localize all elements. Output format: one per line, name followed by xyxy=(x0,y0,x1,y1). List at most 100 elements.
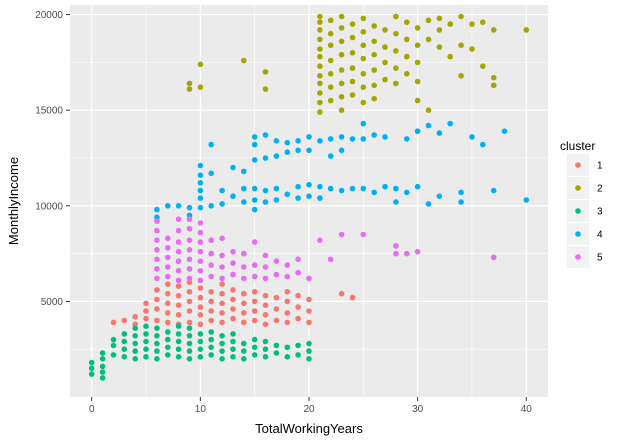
data-point-cluster-3 xyxy=(132,340,138,347)
data-point-cluster-1 xyxy=(197,285,204,291)
x-tick-label: 0 xyxy=(89,404,95,415)
legend-key-cluster-1 xyxy=(575,162,581,168)
data-point-cluster-5 xyxy=(208,250,214,257)
data-point-cluster-4 xyxy=(208,141,214,148)
data-point-cluster-1 xyxy=(295,315,301,322)
data-point-cluster-1 xyxy=(306,308,312,314)
data-point-cluster-2 xyxy=(382,44,388,50)
data-point-cluster-4 xyxy=(154,206,160,213)
data-point-cluster-1 xyxy=(197,312,204,318)
data-point-cluster-3 xyxy=(154,325,160,332)
data-point-cluster-3 xyxy=(197,346,204,353)
data-point-cluster-2 xyxy=(436,27,443,33)
data-point-cluster-4 xyxy=(262,132,269,138)
data-point-cluster-2 xyxy=(349,65,356,71)
data-point-cluster-4 xyxy=(219,187,225,194)
data-point-cluster-4 xyxy=(371,132,378,138)
data-point-cluster-5 xyxy=(154,247,160,253)
legend-label-cluster-1: 1 xyxy=(597,161,603,172)
data-point-cluster-1 xyxy=(175,302,182,309)
data-point-cluster-1 xyxy=(230,306,236,312)
data-point-cluster-4 xyxy=(393,185,399,192)
data-point-cluster-1 xyxy=(197,304,204,310)
data-point-cluster-4 xyxy=(414,128,421,134)
data-point-cluster-2 xyxy=(371,95,378,102)
data-point-cluster-2 xyxy=(371,67,378,73)
data-point-cluster-1 xyxy=(295,292,301,299)
data-point-cluster-1 xyxy=(306,319,312,326)
data-point-cluster-2 xyxy=(338,67,345,73)
data-point-cluster-2 xyxy=(317,73,323,79)
data-point-cluster-5 xyxy=(490,254,497,261)
data-point-cluster-2 xyxy=(360,42,367,48)
data-point-cluster-3 xyxy=(175,331,182,337)
data-point-cluster-5 xyxy=(360,231,367,238)
data-point-cluster-3 xyxy=(197,354,204,360)
data-point-cluster-2 xyxy=(241,57,247,64)
data-point-cluster-4 xyxy=(175,203,182,209)
data-point-cluster-5 xyxy=(241,250,247,257)
data-point-cluster-4 xyxy=(425,201,432,207)
data-point-cluster-2 xyxy=(338,80,345,87)
data-point-cluster-5 xyxy=(393,250,399,257)
data-point-cluster-2 xyxy=(197,84,204,90)
data-point-cluster-2 xyxy=(414,42,421,48)
y-tick-label: 20000 xyxy=(35,10,63,21)
data-point-cluster-1 xyxy=(208,317,214,324)
data-point-cluster-4 xyxy=(295,195,301,201)
data-point-cluster-1 xyxy=(197,321,204,328)
data-point-cluster-5 xyxy=(414,248,421,255)
data-point-cluster-1 xyxy=(230,296,236,303)
data-point-cluster-4 xyxy=(295,147,301,154)
data-point-cluster-5 xyxy=(241,264,247,270)
data-point-cluster-1 xyxy=(349,294,356,301)
data-point-cluster-3 xyxy=(121,338,128,345)
legend-key-cluster-3 xyxy=(575,208,581,214)
data-point-cluster-2 xyxy=(490,27,497,33)
data-point-cluster-5 xyxy=(154,218,160,224)
data-point-cluster-3 xyxy=(251,352,258,358)
data-point-cluster-3 xyxy=(165,336,171,343)
data-point-cluster-4 xyxy=(197,204,204,211)
data-point-cluster-5 xyxy=(186,256,193,263)
data-point-cluster-1 xyxy=(186,308,193,314)
data-point-cluster-4 xyxy=(295,183,301,190)
data-point-cluster-2 xyxy=(360,84,367,90)
data-point-cluster-2 xyxy=(262,86,269,92)
data-point-cluster-2 xyxy=(490,82,497,89)
data-point-cluster-1 xyxy=(262,321,269,328)
data-point-cluster-1 xyxy=(143,300,149,307)
data-point-cluster-3 xyxy=(208,336,214,343)
data-point-cluster-3 xyxy=(251,344,258,351)
data-point-cluster-2 xyxy=(404,19,410,26)
data-point-cluster-2 xyxy=(338,13,345,20)
data-point-cluster-4 xyxy=(317,195,323,201)
data-point-cluster-1 xyxy=(165,290,171,297)
data-point-cluster-5 xyxy=(197,220,204,226)
data-point-cluster-5 xyxy=(230,271,236,278)
data-point-cluster-2 xyxy=(317,19,323,26)
data-point-cluster-4 xyxy=(251,197,258,203)
data-point-cluster-3 xyxy=(88,359,95,366)
data-point-cluster-3 xyxy=(273,350,280,356)
data-point-cluster-3 xyxy=(165,329,171,335)
data-point-cluster-2 xyxy=(360,15,367,22)
data-point-cluster-4 xyxy=(436,193,443,199)
data-point-cluster-2 xyxy=(404,36,410,43)
data-point-cluster-5 xyxy=(197,277,204,284)
data-point-cluster-1 xyxy=(165,300,171,307)
data-point-cluster-5 xyxy=(219,235,225,242)
data-point-cluster-1 xyxy=(306,296,312,303)
data-point-cluster-3 xyxy=(208,352,214,358)
data-point-cluster-3 xyxy=(284,354,291,360)
data-point-cluster-3 xyxy=(110,342,117,349)
data-point-cluster-2 xyxy=(317,63,323,69)
data-point-cluster-1 xyxy=(219,281,225,288)
data-point-cluster-4 xyxy=(414,183,421,190)
data-point-cluster-1 xyxy=(230,315,236,322)
data-point-cluster-2 xyxy=(480,19,486,26)
data-point-cluster-1 xyxy=(241,319,247,326)
data-point-cluster-3 xyxy=(132,356,138,362)
data-point-cluster-4 xyxy=(306,193,312,199)
data-point-cluster-4 xyxy=(230,164,236,171)
